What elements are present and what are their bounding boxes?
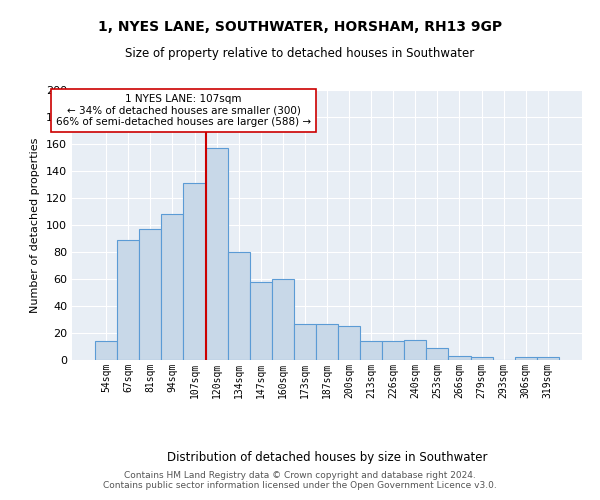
- Bar: [427, 348, 448, 360]
- Bar: [95, 341, 117, 360]
- Bar: [117, 240, 139, 360]
- Bar: [161, 214, 184, 360]
- Bar: [470, 358, 493, 360]
- Text: Contains HM Land Registry data © Crown copyright and database right 2024.
Contai: Contains HM Land Registry data © Crown c…: [103, 470, 497, 490]
- X-axis label: Distribution of detached houses by size in Southwater: Distribution of detached houses by size …: [167, 451, 487, 464]
- Bar: [448, 356, 470, 360]
- Bar: [139, 229, 161, 360]
- Bar: [316, 324, 338, 360]
- Bar: [272, 279, 294, 360]
- Text: 1, NYES LANE, SOUTHWATER, HORSHAM, RH13 9GP: 1, NYES LANE, SOUTHWATER, HORSHAM, RH13 …: [98, 20, 502, 34]
- Bar: [360, 341, 382, 360]
- Bar: [184, 183, 206, 360]
- Text: Size of property relative to detached houses in Southwater: Size of property relative to detached ho…: [125, 48, 475, 60]
- Bar: [250, 282, 272, 360]
- Y-axis label: Number of detached properties: Number of detached properties: [31, 138, 40, 312]
- Bar: [404, 340, 427, 360]
- Bar: [515, 358, 537, 360]
- Bar: [338, 326, 360, 360]
- Bar: [227, 252, 250, 360]
- Bar: [382, 341, 404, 360]
- Bar: [294, 324, 316, 360]
- Bar: [206, 148, 227, 360]
- Text: 1 NYES LANE: 107sqm
← 34% of detached houses are smaller (300)
66% of semi-detac: 1 NYES LANE: 107sqm ← 34% of detached ho…: [56, 94, 311, 127]
- Bar: [537, 358, 559, 360]
